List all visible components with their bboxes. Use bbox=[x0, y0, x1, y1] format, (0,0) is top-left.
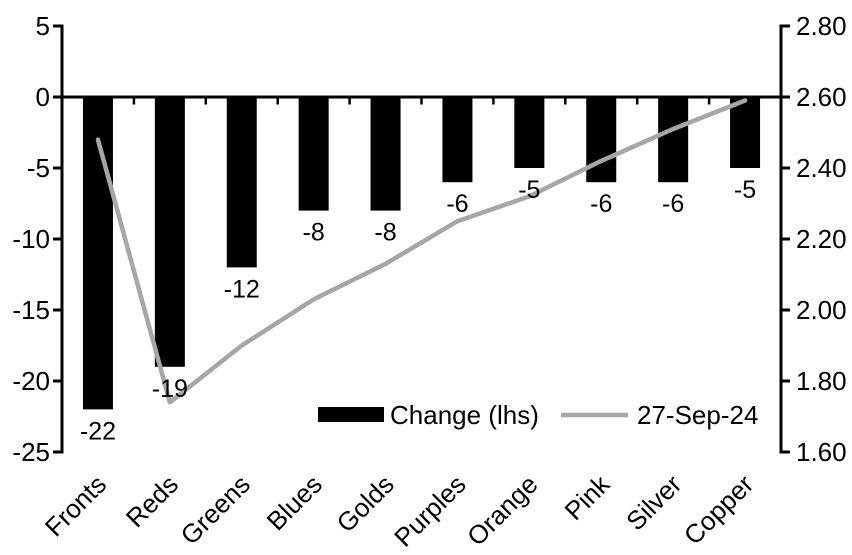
bar-orange bbox=[514, 97, 545, 168]
right-y-axis-label: 1.80 bbox=[796, 366, 847, 396]
left-y-axis-label: -5 bbox=[27, 153, 50, 183]
left-y-axis-label: -20 bbox=[12, 366, 50, 396]
x-axis-label-greens: Greens bbox=[174, 469, 256, 550]
bar-golds bbox=[370, 97, 401, 211]
right-y-axis-label: 2.80 bbox=[796, 11, 847, 41]
bar-value-label: -5 bbox=[734, 176, 756, 204]
left-y-axis-label: 0 bbox=[36, 82, 50, 112]
right-y-axis-label: 2.00 bbox=[796, 295, 847, 325]
left-y-axis-label: 5 bbox=[36, 11, 50, 41]
right-y-axis-label: 2.60 bbox=[796, 82, 847, 112]
left-y-axis-label: -10 bbox=[12, 224, 50, 254]
bar-value-label: -8 bbox=[374, 219, 396, 247]
bar-value-label: -6 bbox=[590, 190, 612, 218]
x-axis-label-purples: Purples bbox=[388, 469, 472, 550]
bar-reds bbox=[154, 97, 185, 367]
bar-fronts bbox=[82, 97, 113, 410]
bar-pink bbox=[586, 97, 617, 183]
right-y-axis-label: 2.40 bbox=[796, 153, 847, 183]
bar-purples bbox=[442, 97, 473, 183]
bar-blues bbox=[298, 97, 329, 211]
bar-value-label: -8 bbox=[303, 219, 325, 247]
legend-label-27-sep-24: 27-Sep-24 bbox=[637, 400, 758, 430]
bar-greens bbox=[226, 97, 257, 268]
left-y-axis-label: -25 bbox=[12, 437, 50, 467]
bar-value-label: -19 bbox=[152, 375, 188, 403]
legend-label-change-lhs: Change (lhs) bbox=[390, 400, 539, 430]
x-axis-label-orange: Orange bbox=[461, 469, 544, 550]
right-y-axis-label: 1.60 bbox=[796, 437, 847, 467]
bar-copper bbox=[730, 97, 761, 168]
bar-value-label: -6 bbox=[446, 190, 468, 218]
right-y-axis-label: 2.20 bbox=[796, 224, 847, 254]
legend-bar-swatch bbox=[318, 407, 384, 422]
bar-value-label: -12 bbox=[224, 275, 260, 303]
x-axis-label-copper: Copper bbox=[678, 469, 760, 550]
bar-value-label: -5 bbox=[518, 176, 540, 204]
x-axis-label-blues: Blues bbox=[261, 469, 328, 536]
bar-silver bbox=[658, 97, 689, 183]
x-axis-label-pink: Pink bbox=[559, 468, 617, 526]
x-axis-label-reds: Reds bbox=[120, 469, 184, 533]
bar-value-label: -22 bbox=[80, 417, 116, 445]
left-y-axis-label: -15 bbox=[12, 295, 50, 325]
x-axis-label-golds: Golds bbox=[331, 469, 400, 538]
x-axis-label-silver: Silver bbox=[620, 469, 687, 536]
bar-value-label: -6 bbox=[662, 190, 684, 218]
line-series-27-sep-24 bbox=[95, 98, 748, 405]
x-axis-label-fronts: Fronts bbox=[39, 469, 112, 542]
